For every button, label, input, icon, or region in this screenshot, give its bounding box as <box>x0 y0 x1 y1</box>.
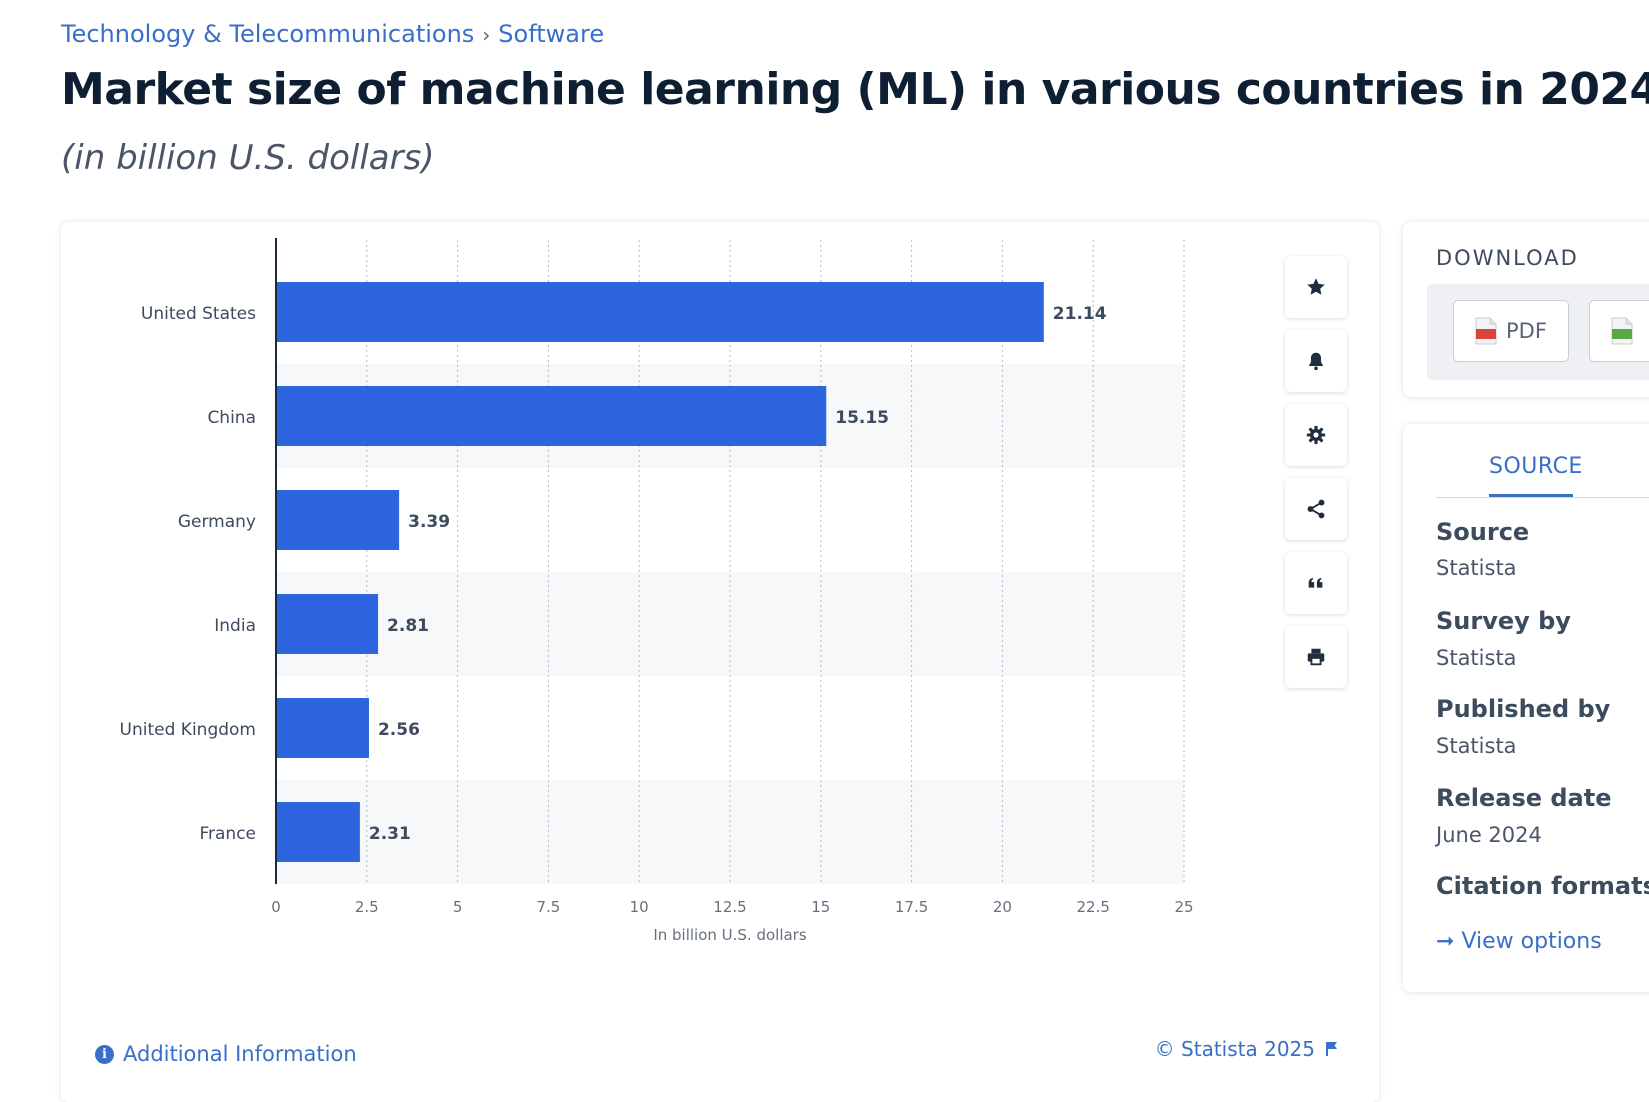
quote-icon <box>1308 577 1323 588</box>
tick-label: 10 <box>630 898 649 916</box>
survey-value: Statista <box>1436 646 1517 670</box>
citation-formats-label: Citation formats <box>1436 872 1649 900</box>
tick-label: 7.5 <box>536 898 560 916</box>
print-icon <box>1307 648 1325 666</box>
download-card: DOWNLOAD PDF <box>1403 222 1649 397</box>
release-date-value: June 2024 <box>1436 823 1542 847</box>
view-options-link[interactable]: ➞ View options <box>1436 929 1602 954</box>
star-icon <box>1307 278 1325 295</box>
data-label: 21.14 <box>1053 304 1107 324</box>
tab-divider <box>1436 497 1649 498</box>
notification-button[interactable] <box>1285 330 1347 392</box>
additional-info-label: Additional Information <box>123 1042 357 1066</box>
gear-icon <box>1306 425 1326 445</box>
download-xls-button[interactable] <box>1589 300 1649 362</box>
chart-card: United States 21.14 China 15.15 Germany 3.39 I… <box>61 222 1379 1102</box>
copyright-link[interactable]: © Statista 2025 <box>1154 1037 1315 1061</box>
breadcrumb-separator: › <box>482 23 491 47</box>
bar[interactable] <box>276 698 369 758</box>
data-label: 15.15 <box>835 408 889 428</box>
settings-button[interactable] <box>1285 404 1347 466</box>
bar[interactable] <box>276 490 400 550</box>
source-label: Source <box>1436 518 1530 546</box>
category-label: France <box>199 824 256 844</box>
download-title: DOWNLOAD <box>1436 246 1579 270</box>
tab-source-underline <box>1489 494 1573 497</box>
source-value: Statista <box>1436 556 1517 580</box>
share-button[interactable] <box>1285 478 1347 540</box>
breadcrumb-category-link[interactable]: Technology & Telecommunications <box>61 20 475 48</box>
category-label: India <box>214 616 256 636</box>
share-icon <box>1307 499 1325 519</box>
published-value: Statista <box>1436 734 1517 758</box>
source-card: SOURCE Source Statista Survey by Statist… <box>1403 424 1649 992</box>
category-label: China <box>207 408 256 428</box>
page-title: Market size of machine learning (ML) in … <box>61 64 1649 115</box>
additional-info-link[interactable]: i Additional Information <box>95 1042 357 1066</box>
tick-label: 22.5 <box>1076 898 1109 916</box>
survey-label: Survey by <box>1436 607 1571 635</box>
bar[interactable] <box>276 282 1044 342</box>
bar[interactable] <box>276 802 360 862</box>
download-pdf-button[interactable]: PDF <box>1453 300 1569 362</box>
pdf-file-icon <box>1475 317 1497 345</box>
tick-label: 12.5 <box>713 898 746 916</box>
release-date-label: Release date <box>1436 784 1612 812</box>
print-button[interactable] <box>1285 626 1347 688</box>
view-options-label: View options <box>1461 929 1602 954</box>
tick-label: 17.5 <box>895 898 928 916</box>
download-options: PDF <box>1427 284 1649 380</box>
x-axis-title: In billion U.S. dollars <box>653 926 807 944</box>
data-label: 2.56 <box>378 720 420 740</box>
tick-label: 20 <box>993 898 1012 916</box>
breadcrumb: Technology & Telecommunications › Software <box>61 20 604 48</box>
published-label: Published by <box>1436 695 1611 723</box>
arrow-right-icon: ➞ <box>1436 929 1462 954</box>
category-label: United States <box>141 304 256 324</box>
tick-label: 25 <box>1174 898 1193 916</box>
info-icon: i <box>95 1044 114 1064</box>
category-label: United Kingdom <box>120 720 256 740</box>
data-label: 3.39 <box>408 512 450 532</box>
bar-chart: United States 21.14 China 15.15 Germany 3.39 I… <box>120 238 1194 944</box>
bell-icon <box>1309 352 1323 371</box>
xls-file-icon <box>1611 317 1633 345</box>
copyright: © Statista 2025 <box>1155 1037 1339 1061</box>
tick-label: 5 <box>453 898 463 916</box>
breadcrumb-subcategory-link[interactable]: Software <box>498 20 605 48</box>
row-band <box>276 572 1184 676</box>
data-label: 2.81 <box>387 616 429 636</box>
download-pdf-label: PDF <box>1506 319 1547 343</box>
bar[interactable] <box>276 594 379 654</box>
bar[interactable] <box>276 386 827 446</box>
tab-source[interactable]: SOURCE <box>1489 454 1583 479</box>
tick-label: 2.5 <box>355 898 379 916</box>
tick-label: 0 <box>271 898 281 916</box>
favorite-button[interactable] <box>1285 256 1347 318</box>
category-label: Germany <box>178 512 256 532</box>
data-label: 2.31 <box>369 824 411 844</box>
page-subtitle: (in billion U.S. dollars) <box>61 138 435 178</box>
cite-button[interactable] <box>1285 552 1347 614</box>
tick-label: 15 <box>811 898 830 916</box>
flag-icon[interactable] <box>1325 1041 1339 1057</box>
